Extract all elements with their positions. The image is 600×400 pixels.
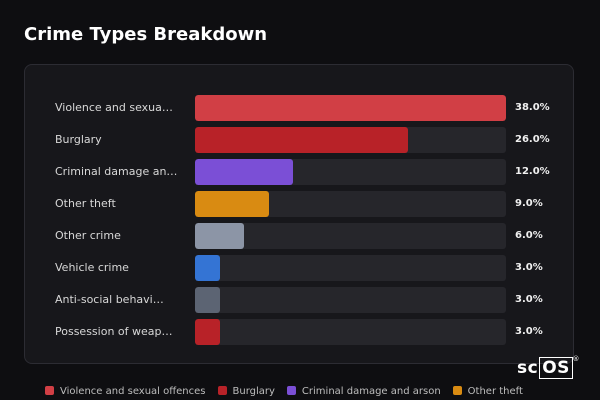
value-label: 3.0% bbox=[515, 294, 543, 305]
category-label: Anti-social behavi… bbox=[55, 293, 164, 306]
bar-track bbox=[195, 287, 506, 313]
value-label: 38.0% bbox=[515, 102, 550, 113]
bar[interactable] bbox=[195, 319, 220, 345]
bar[interactable] bbox=[195, 127, 408, 153]
legend-item[interactable]: Other theft bbox=[452, 386, 523, 397]
bar-row: Other crime 6.0% bbox=[25, 223, 573, 249]
value-label: 3.0% bbox=[515, 262, 543, 273]
bar-row: Violence and sexua… 38.0% bbox=[25, 95, 573, 121]
value-label: 26.0% bbox=[515, 134, 550, 145]
legend-label: Criminal damage and arson bbox=[301, 386, 441, 397]
bar-track bbox=[195, 191, 506, 217]
bar-track bbox=[195, 159, 506, 185]
category-label: Other crime bbox=[55, 229, 121, 242]
category-label: Violence and sexua… bbox=[55, 101, 173, 114]
legend-swatch bbox=[45, 386, 54, 395]
chart-legend: Violence and sexual offences Burglary Crim… bbox=[45, 386, 535, 400]
legend-item[interactable]: Burglary bbox=[217, 386, 275, 397]
bar[interactable] bbox=[195, 287, 220, 313]
chart-title: Crime Types Breakdown bbox=[24, 24, 268, 45]
category-label: Possession of weap… bbox=[55, 325, 173, 338]
legend-label: Other theft bbox=[467, 386, 523, 397]
legend-label: Burglary bbox=[232, 386, 275, 397]
bar[interactable] bbox=[195, 159, 294, 185]
legend-swatch bbox=[286, 386, 296, 395]
bar-track bbox=[195, 127, 506, 153]
brand-logo: sc OS ® bbox=[517, 355, 580, 379]
bar-row: Other theft 9.0% bbox=[25, 191, 573, 217]
bar-row: Burglary 26.0% bbox=[25, 127, 573, 153]
bar[interactable] bbox=[195, 191, 269, 217]
bar-row: Vehicle crime 3.0% bbox=[25, 255, 573, 281]
category-label: Burglary bbox=[55, 133, 102, 146]
category-label: Criminal damage an… bbox=[55, 165, 178, 178]
legend-item[interactable]: Violence and sexual offences bbox=[45, 386, 206, 397]
value-label: 6.0% bbox=[515, 230, 543, 241]
bar-track bbox=[195, 223, 506, 249]
bar[interactable] bbox=[195, 255, 220, 281]
bar[interactable] bbox=[195, 95, 506, 121]
bar-track bbox=[195, 255, 506, 281]
chart-panel: Violence and sexua… 38.0% Burglary 26.0% Cri… bbox=[24, 64, 574, 364]
value-label: 12.0% bbox=[515, 166, 550, 177]
bar-track bbox=[195, 319, 506, 345]
bar-row: Criminal damage an… 12.0% bbox=[25, 159, 573, 185]
legend-label: Violence and sexual offences bbox=[60, 386, 206, 397]
category-label: Vehicle crime bbox=[55, 261, 129, 274]
bar-track bbox=[195, 95, 506, 121]
legend-swatch bbox=[452, 386, 462, 395]
bar-row: Possession of weap… 3.0% bbox=[25, 319, 573, 345]
bar-row: Anti-social behavi… 3.0% bbox=[25, 287, 573, 313]
value-label: 3.0% bbox=[515, 326, 543, 337]
legend-item[interactable]: Criminal damage and arson bbox=[286, 386, 441, 397]
value-label: 9.0% bbox=[515, 198, 543, 209]
legend-swatch bbox=[217, 386, 227, 395]
bar[interactable] bbox=[195, 223, 245, 249]
category-label: Other theft bbox=[55, 197, 116, 210]
